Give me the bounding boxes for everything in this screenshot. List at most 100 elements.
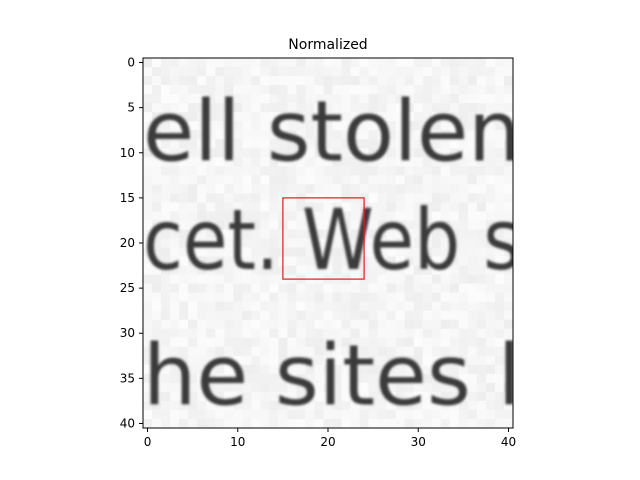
image-pixel bbox=[431, 292, 442, 302]
image-pixel bbox=[152, 355, 162, 366]
image-pixel bbox=[215, 256, 225, 266]
image-pixel bbox=[449, 85, 460, 95]
image-pixel bbox=[476, 58, 487, 68]
image-pixel bbox=[404, 121, 415, 131]
image-pixel bbox=[431, 67, 442, 77]
image-pixel bbox=[143, 292, 153, 302]
image-pixel bbox=[449, 238, 460, 248]
image-pixel bbox=[233, 247, 243, 257]
image-pixel bbox=[413, 139, 424, 149]
image-pixel bbox=[413, 103, 424, 113]
image-pixel bbox=[404, 355, 415, 366]
image-pixel bbox=[386, 103, 396, 113]
image-pixel bbox=[251, 166, 261, 176]
image-pixel bbox=[395, 328, 406, 339]
y-tick-label: 15 bbox=[120, 191, 135, 205]
image-pixel bbox=[359, 94, 369, 104]
image-pixel bbox=[170, 265, 180, 275]
image-pixel bbox=[242, 184, 252, 194]
image-pixel bbox=[161, 409, 171, 420]
image-text-row: he sites l bbox=[143, 326, 521, 424]
image-pixel bbox=[179, 409, 189, 420]
image-pixel bbox=[161, 85, 171, 95]
image-pixel bbox=[206, 211, 216, 221]
image-pixel bbox=[278, 157, 288, 167]
image-pixel bbox=[476, 166, 487, 176]
image-pixel bbox=[440, 67, 451, 77]
image-pixel bbox=[485, 202, 496, 212]
image-pixel bbox=[179, 292, 189, 302]
image-pixel bbox=[314, 112, 324, 122]
image-pixel bbox=[332, 175, 342, 185]
image-pixel bbox=[332, 112, 342, 122]
image-pixel bbox=[305, 94, 315, 104]
image-pixel bbox=[350, 346, 360, 357]
image-pixel bbox=[215, 391, 225, 402]
image-pixel bbox=[188, 319, 198, 330]
image-pixel bbox=[305, 148, 315, 158]
image-pixel bbox=[188, 346, 198, 357]
image-pixel bbox=[386, 319, 396, 330]
image-pixel bbox=[269, 364, 279, 375]
image-pixel bbox=[188, 409, 198, 420]
image-pixel bbox=[341, 238, 351, 248]
image-pixel bbox=[440, 292, 451, 302]
image-pixel bbox=[305, 130, 315, 140]
image-pixel bbox=[494, 58, 505, 68]
image-pixel bbox=[422, 265, 433, 275]
image-pixel bbox=[296, 409, 306, 420]
image-pixel bbox=[368, 409, 378, 420]
image-pixel bbox=[179, 76, 189, 86]
image-pixel bbox=[197, 139, 207, 149]
image-pixel bbox=[152, 211, 162, 221]
image-pixel bbox=[476, 346, 487, 357]
image-pixel bbox=[440, 364, 451, 375]
image-pixel bbox=[152, 346, 162, 357]
image-pixel bbox=[305, 85, 315, 95]
image-pixel bbox=[143, 409, 153, 420]
image-pixel bbox=[494, 301, 505, 311]
image-pixel bbox=[269, 229, 279, 239]
image-pixel bbox=[494, 355, 505, 366]
image-pixel bbox=[179, 229, 189, 239]
image-pixel bbox=[467, 310, 478, 321]
image-pixel bbox=[161, 274, 171, 284]
image-pixel bbox=[278, 301, 288, 311]
image-pixel bbox=[332, 157, 342, 167]
image-pixel bbox=[422, 382, 433, 393]
image-pixel bbox=[422, 211, 433, 221]
image-pixel bbox=[476, 409, 487, 420]
image-pixel bbox=[350, 283, 360, 293]
image-pixel bbox=[242, 85, 252, 95]
image-pixel bbox=[422, 148, 433, 158]
image-pixel bbox=[494, 103, 505, 113]
image-pixel bbox=[494, 211, 505, 221]
image-pixel bbox=[242, 256, 252, 266]
image-pixel bbox=[296, 211, 306, 221]
image-pixel bbox=[494, 148, 505, 158]
image-pixel bbox=[458, 247, 469, 257]
image-pixel bbox=[296, 400, 306, 411]
image-pixel bbox=[197, 400, 207, 411]
image-pixel bbox=[197, 148, 207, 158]
image-pixel bbox=[179, 58, 189, 68]
image-pixel bbox=[242, 301, 252, 311]
image-pixel bbox=[260, 85, 270, 95]
image-pixel bbox=[224, 418, 234, 428]
image-pixel bbox=[152, 139, 162, 149]
image-pixel bbox=[431, 130, 442, 140]
image-pixel bbox=[170, 328, 180, 339]
image-pixel bbox=[269, 103, 279, 113]
image-pixel bbox=[269, 346, 279, 357]
image-pixel bbox=[350, 301, 360, 311]
image-pixel bbox=[377, 274, 387, 284]
image-pixel bbox=[314, 238, 324, 248]
image-pixel bbox=[260, 220, 270, 230]
image-pixel bbox=[485, 373, 496, 384]
image-pixel bbox=[350, 103, 360, 113]
image-pixel bbox=[197, 211, 207, 221]
image-pixel bbox=[305, 382, 315, 393]
image-pixel bbox=[251, 76, 261, 86]
image-pixel bbox=[215, 157, 225, 167]
image-pixel bbox=[269, 301, 279, 311]
